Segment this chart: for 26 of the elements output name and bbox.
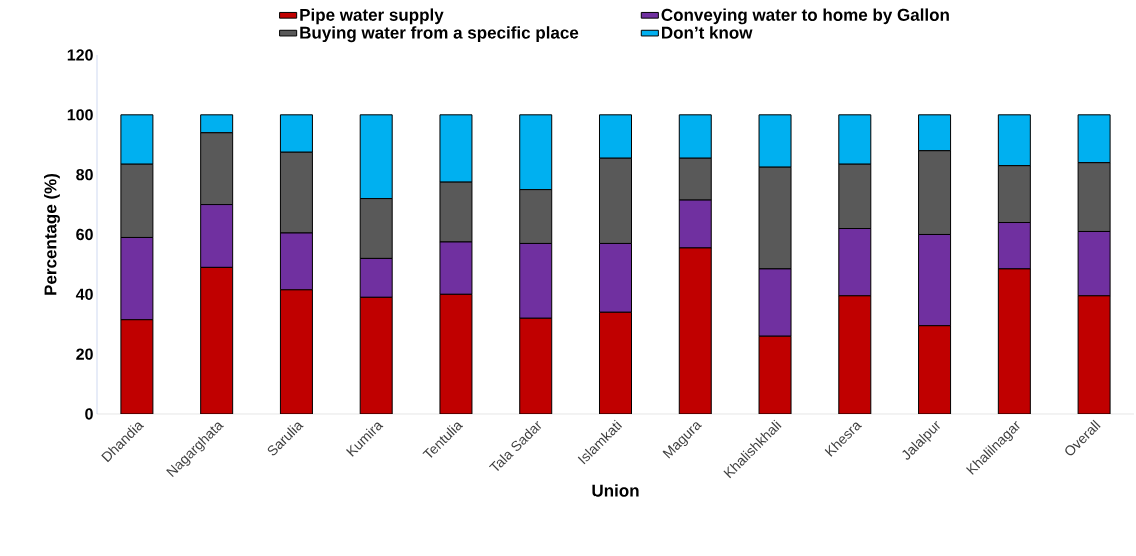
y-tick-label: 60 xyxy=(76,228,93,241)
legend-label: Don’t know xyxy=(662,26,753,39)
legend-label: Pipe water supply xyxy=(300,8,444,25)
x-axis-title: Union xyxy=(592,484,639,497)
bar xyxy=(678,247,712,414)
y-tick-label: 40 xyxy=(75,288,93,300)
bar xyxy=(599,311,632,414)
bar xyxy=(997,268,1031,414)
bar xyxy=(120,319,154,414)
bar xyxy=(519,317,553,414)
legend-label: Conveying water to home by Gallon xyxy=(661,8,949,25)
bar xyxy=(838,295,872,414)
bar xyxy=(1077,295,1111,414)
bar xyxy=(918,325,952,414)
y-tick-label: 20 xyxy=(76,348,93,360)
y-axis-title: Percentage (%) xyxy=(44,173,60,295)
bar xyxy=(200,266,234,414)
y-tick-label: 80 xyxy=(76,169,93,181)
bar xyxy=(359,296,393,414)
bar xyxy=(279,289,313,414)
y-tick-label: 100 xyxy=(67,109,93,121)
y-tick-label: 0 xyxy=(85,408,93,420)
bar xyxy=(758,335,792,414)
legend-label: Buying water from a specific place xyxy=(300,26,579,43)
y-tick-label: 120 xyxy=(67,49,93,61)
bar xyxy=(439,293,473,414)
